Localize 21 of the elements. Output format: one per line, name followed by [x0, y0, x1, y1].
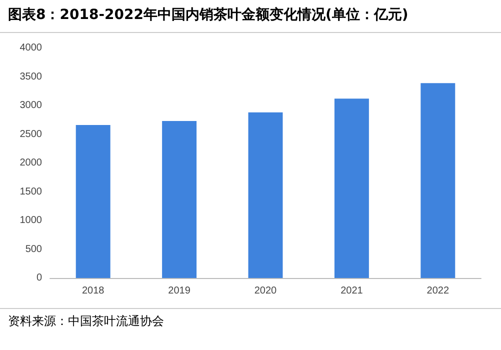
y-tick-label: 4000 [20, 42, 42, 54]
chart-title: 图表8：2018-2022年中国内销茶叶金额变化情况(单位：亿元) [0, 0, 501, 33]
y-tick-label: 500 [25, 244, 42, 255]
x-tick-label: 2022 [426, 286, 450, 296]
y-tick-label: 2500 [20, 128, 42, 140]
bar [248, 112, 283, 278]
y-tick-label: 1500 [20, 186, 42, 198]
x-tick-label: 2020 [254, 286, 278, 296]
y-tick-label: 2000 [20, 158, 42, 168]
x-tick-label: 2021 [340, 286, 364, 296]
bar [420, 83, 456, 278]
x-tick-label: 2018 [82, 286, 105, 296]
y-tick-label: 1000 [20, 215, 42, 226]
text: 资料来源：中国茶叶流通协会 [0, 308, 501, 334]
y-tick-label: 3000 [20, 100, 42, 111]
bar [162, 121, 197, 278]
y-tick-label: 0 [36, 272, 42, 284]
y-tick-label: 3500 [20, 71, 42, 82]
x-tick-label: 2019 [168, 286, 191, 296]
bar [76, 125, 110, 278]
bar [334, 98, 369, 278]
